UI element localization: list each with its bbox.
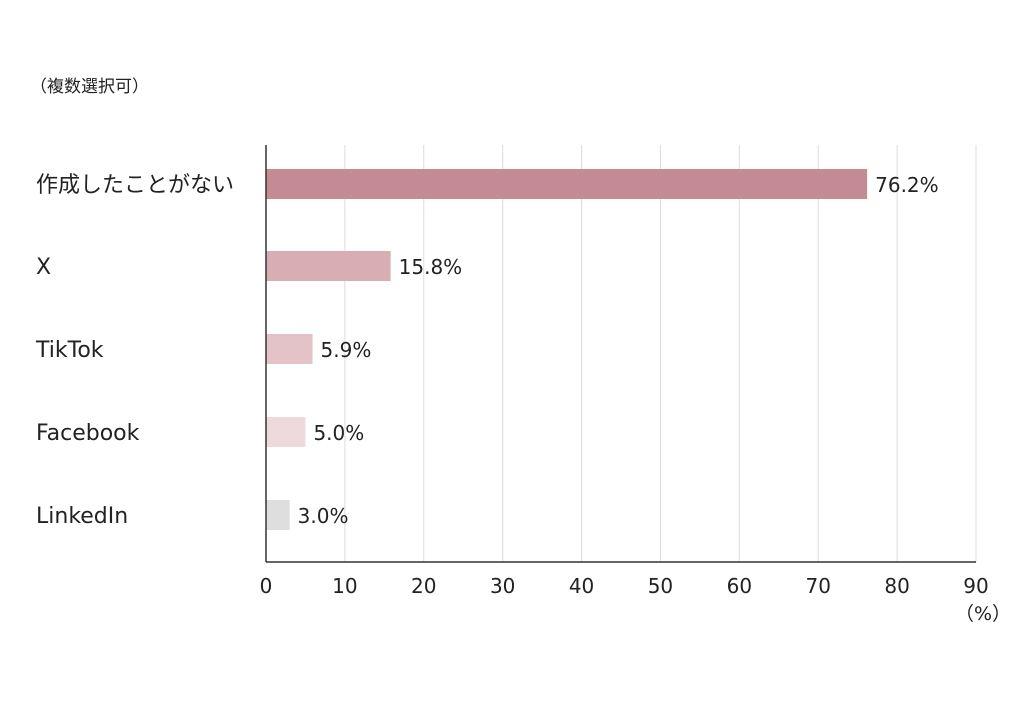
x-tick-label: 20 <box>411 574 436 598</box>
bar <box>266 334 313 364</box>
x-tick-label: 30 <box>490 574 515 598</box>
x-tick-label: 80 <box>884 574 909 598</box>
bar <box>266 417 306 447</box>
bar <box>266 169 868 199</box>
x-tick-label: 60 <box>727 574 752 598</box>
x-tick-label: 0 <box>260 574 273 598</box>
x-unit-label: （%） <box>955 603 1011 625</box>
category-label: X <box>36 255 51 280</box>
bar <box>266 251 391 281</box>
data-label: 5.9% <box>321 338 372 362</box>
data-label: 5.0% <box>313 421 364 445</box>
x-tick-label: 50 <box>648 574 673 598</box>
x-tick-label: 40 <box>569 574 594 598</box>
bar <box>266 500 290 530</box>
category-label: Facebook <box>36 421 140 446</box>
x-tick-label: 70 <box>805 574 830 598</box>
data-label: 3.0% <box>298 504 349 528</box>
chart-note: （複数選択可） <box>30 77 149 97</box>
data-label: 76.2% <box>875 173 939 197</box>
x-tick-label: 90 <box>963 574 988 598</box>
x-tick-label: 10 <box>332 574 357 598</box>
category-label: 作成したことがない <box>36 173 234 198</box>
category-label: LinkedIn <box>36 504 128 529</box>
data-label: 15.8% <box>399 255 463 279</box>
category-label: TikTok <box>35 338 104 363</box>
